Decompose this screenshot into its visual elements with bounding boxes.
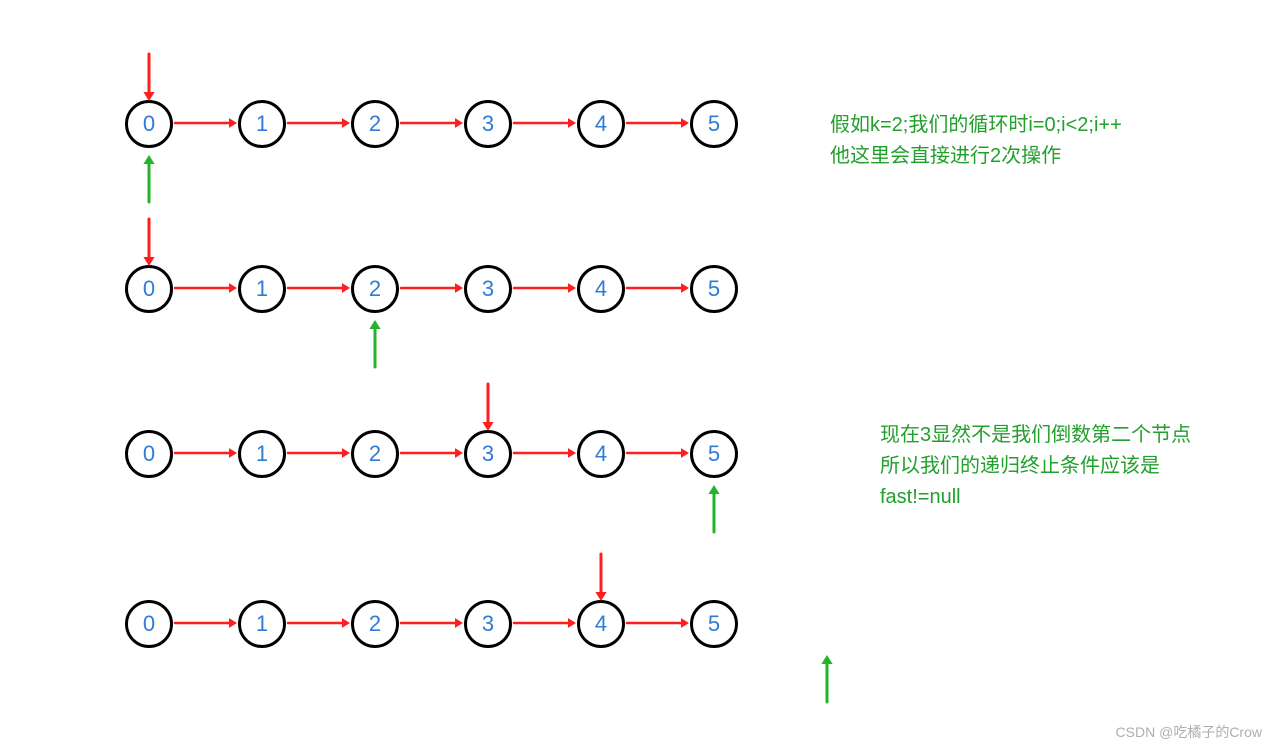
fast-pointer-icon	[589, 552, 613, 597]
slow-pointer-icon	[137, 154, 161, 199]
list-node: 2	[351, 100, 399, 148]
link-arrow-icon	[399, 623, 464, 625]
link-arrow-icon	[286, 123, 351, 125]
link-arrow-icon	[512, 623, 577, 625]
link-arrow-icon	[173, 623, 238, 625]
list-node: 2	[351, 430, 399, 478]
link-arrow-icon	[512, 453, 577, 455]
link-arrow-icon	[286, 453, 351, 455]
linked-list-row: 0 1 2 3 4 5	[125, 430, 738, 480]
fast-pointer-icon	[137, 52, 161, 97]
slow-pointer-icon	[815, 654, 839, 699]
link-arrow-icon	[625, 453, 690, 455]
link-arrow-icon	[286, 288, 351, 290]
linked-list-row: 0 1 2 3 4 5	[125, 265, 738, 315]
fast-pointer-icon	[137, 217, 161, 262]
slow-pointer-icon	[363, 319, 387, 364]
node-container: 0 1 2 3 4 5	[125, 265, 738, 313]
list-node: 2	[351, 600, 399, 648]
list-node: 5	[690, 265, 738, 313]
node-container: 0 1 2 3 4 5	[125, 100, 738, 148]
link-arrow-icon	[399, 453, 464, 455]
list-node: 0	[125, 265, 173, 313]
link-arrow-icon	[399, 288, 464, 290]
list-node: 1	[238, 100, 286, 148]
link-arrow-icon	[173, 453, 238, 455]
list-node: 3	[464, 430, 512, 478]
annotation-text: 现在3显然不是我们倒数第二个节点 所以我们的递归终止条件应该是 fast!=nu…	[880, 420, 1191, 513]
link-arrow-icon	[512, 288, 577, 290]
slow-pointer-icon	[702, 484, 726, 529]
list-node: 0	[125, 430, 173, 478]
list-node: 2	[351, 265, 399, 313]
link-arrow-icon	[625, 123, 690, 125]
link-arrow-icon	[512, 123, 577, 125]
list-node: 0	[125, 100, 173, 148]
list-node: 0	[125, 600, 173, 648]
list-node: 5	[690, 600, 738, 648]
list-node: 4	[577, 100, 625, 148]
list-node: 3	[464, 100, 512, 148]
watermark: CSDN @吃橘子的Crow	[1116, 722, 1262, 742]
list-node: 4	[577, 430, 625, 478]
link-arrow-icon	[286, 623, 351, 625]
list-node: 1	[238, 265, 286, 313]
list-node: 1	[238, 600, 286, 648]
list-node: 4	[577, 265, 625, 313]
link-arrow-icon	[625, 623, 690, 625]
list-node: 3	[464, 600, 512, 648]
fast-pointer-icon	[476, 382, 500, 427]
node-container: 0 1 2 3 4 5	[125, 430, 738, 478]
list-node: 5	[690, 100, 738, 148]
annotation-text: 假如k=2;我们的循环时i=0;i<2;i++ 他这里会直接进行2次操作	[830, 110, 1122, 172]
node-container: 0 1 2 3 4 5	[125, 600, 738, 648]
linked-list-row: 0 1 2 3 4 5	[125, 100, 738, 150]
link-arrow-icon	[173, 123, 238, 125]
list-node: 1	[238, 430, 286, 478]
link-arrow-icon	[625, 288, 690, 290]
list-node: 3	[464, 265, 512, 313]
list-node: 4	[577, 600, 625, 648]
link-arrow-icon	[173, 288, 238, 290]
list-node: 5	[690, 430, 738, 478]
link-arrow-icon	[399, 123, 464, 125]
linked-list-row: 0 1 2 3 4 5	[125, 600, 738, 650]
